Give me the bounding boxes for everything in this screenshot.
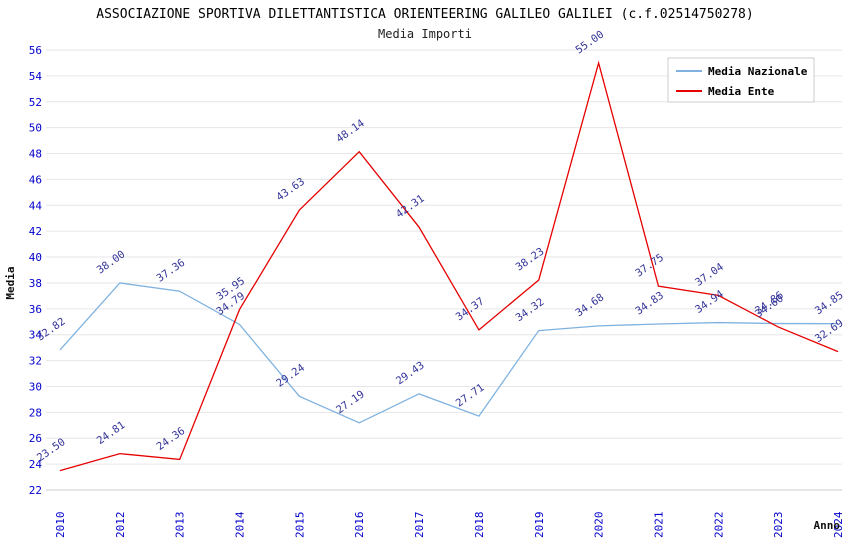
x-tick-label: 2010 [54, 512, 67, 539]
legend-box [667, 57, 815, 103]
x-tick-label: 2013 [174, 512, 187, 539]
gridlines [46, 49, 842, 491]
page-title: ASSOCIAZIONE SPORTIVA DILETTANTISTICA OR… [96, 7, 753, 22]
y-tick-label: 40 [29, 251, 42, 264]
point-label: 37.04 [693, 261, 726, 289]
x-tick-label: 2019 [533, 512, 546, 539]
point-label: 32.82 [35, 315, 68, 343]
y-tick-label: 44 [29, 199, 43, 212]
y-tick-label: 26 [29, 432, 42, 445]
y-tick-label: 28 [29, 406, 42, 419]
y-tick-label: 54 [29, 70, 43, 83]
point-label: 34.32 [514, 296, 547, 324]
legend-item-media-ente[interactable]: Media Ente [676, 85, 775, 98]
point-label: 34.68 [573, 291, 606, 319]
x-tick-label: 2024 [832, 511, 845, 538]
legend[interactable]: Media Nazionale Media Ente [667, 57, 815, 103]
y-tick-label: 38 [29, 277, 42, 290]
x-tick-label: 2012 [114, 512, 127, 539]
point-label: 29.43 [394, 359, 427, 387]
y-tick-label: 32 [29, 355, 42, 368]
series-line-media-ente [59, 60, 839, 472]
point-label: 55.00 [573, 28, 606, 56]
y-tick-label: 24 [29, 458, 43, 471]
y-axis-title: Media [4, 266, 17, 299]
y-tick-label: 30 [29, 380, 42, 393]
point-label: 34.37 [454, 295, 487, 323]
x-axis-tick-labels: 2010 2012 2013 2014 2015 2016 2017 2018 2019 2020… [54, 511, 845, 538]
point-label: 38.00 [95, 248, 128, 276]
x-tick-label: 2022 [712, 512, 725, 539]
y-tick-label: 56 [29, 44, 42, 57]
y-axis-tick-labels: 22 24 26 28 30 32 34 36 38 40 42 44 46 48 50 52 54 56 [29, 44, 43, 497]
point-label: 24.81 [95, 419, 128, 447]
x-tick-label: 2015 [293, 512, 306, 539]
point-label: 34.85 [813, 289, 846, 317]
y-tick-label: 52 [29, 96, 42, 109]
x-tick-label: 2020 [593, 512, 606, 539]
y-tick-label: 46 [29, 173, 42, 186]
point-label: 48.14 [334, 117, 367, 145]
x-tick-label: 2021 [652, 512, 665, 539]
point-label: 27.71 [454, 382, 487, 410]
y-tick-label: 36 [29, 303, 42, 316]
x-tick-label: 2014 [234, 511, 247, 538]
series-line-media-nazionale [59, 282, 839, 424]
chart-subtitle: Media Importi [378, 27, 472, 41]
legend-label: Media Ente [708, 85, 775, 98]
legend-item-media-nazionale[interactable]: Media Nazionale [676, 65, 808, 78]
x-tick-label: 2018 [473, 512, 486, 539]
legend-label: Media Nazionale [708, 65, 808, 78]
series-lines [59, 60, 839, 472]
y-tick-label: 42 [29, 225, 42, 238]
y-tick-label: 50 [29, 122, 42, 135]
x-tick-label: 2016 [353, 512, 366, 539]
point-label: 34.83 [633, 289, 666, 317]
x-tick-label: 2017 [413, 512, 426, 539]
y-tick-label: 22 [29, 484, 42, 497]
point-label: 24.36 [155, 425, 188, 453]
x-tick-label: 2023 [772, 512, 785, 539]
x-axis-title: Anno [814, 519, 841, 532]
y-tick-label: 34 [29, 329, 43, 342]
point-label: 37.36 [155, 257, 188, 285]
y-tick-label: 48 [29, 148, 42, 161]
point-label: 32.69 [813, 317, 846, 345]
